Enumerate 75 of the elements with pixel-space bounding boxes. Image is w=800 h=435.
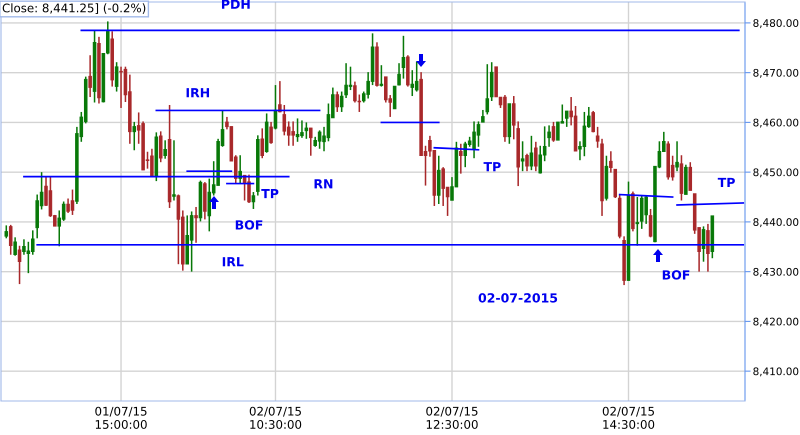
annotation: Close: 8,441.25] (-0.2%) xyxy=(2,3,146,14)
candlestick xyxy=(481,109,485,124)
candlestick xyxy=(706,223,710,272)
candlestick xyxy=(520,140,524,172)
y-tick-label: 8,420.00 xyxy=(753,318,798,327)
candlestick xyxy=(269,121,273,145)
y-tick-label: 8,410.00 xyxy=(753,367,798,376)
candlestick xyxy=(640,194,644,230)
candlestick xyxy=(675,140,679,172)
candlestick xyxy=(13,236,17,256)
annotation: 02-07-2015 xyxy=(478,293,558,303)
candlestick xyxy=(291,120,295,147)
series-label: IRH xyxy=(186,88,210,98)
candlestick xyxy=(208,178,212,232)
candlestick xyxy=(172,140,176,202)
candlestick xyxy=(459,143,463,174)
candlestick xyxy=(538,145,542,174)
series-label: PDH xyxy=(222,0,250,9)
candlestick xyxy=(282,104,286,136)
candlestick xyxy=(512,95,516,140)
candlestick xyxy=(335,90,340,113)
candlestick xyxy=(309,127,313,156)
y-tick-label: 8,430.00 xyxy=(753,268,798,277)
candlestick xyxy=(8,224,12,256)
candlestick xyxy=(644,194,648,225)
candlestick xyxy=(486,63,490,116)
candlestick xyxy=(380,64,384,88)
annotation: BOF xyxy=(236,220,262,230)
candlestick xyxy=(340,90,344,113)
candlestick xyxy=(247,174,251,204)
candlestick xyxy=(702,226,706,262)
candlestick xyxy=(274,84,278,130)
candlestick xyxy=(176,194,180,265)
candlestick xyxy=(163,140,167,160)
candlestick xyxy=(18,245,22,285)
x-tick-label: 02/07/15 14:30:00 xyxy=(602,406,654,429)
candlestick xyxy=(392,85,396,110)
candlestick xyxy=(4,224,8,240)
x-tick-label: 02/07/15 10:30:00 xyxy=(250,406,302,429)
candlestick xyxy=(648,208,652,238)
candlestick xyxy=(636,196,640,247)
candlestick xyxy=(688,161,692,192)
series-label: IRL xyxy=(222,257,244,266)
candlestick xyxy=(564,110,569,128)
candlestick xyxy=(410,69,414,97)
candlestick xyxy=(194,206,198,244)
y-tick-label: 8,460.00 xyxy=(753,118,798,128)
candlestick xyxy=(556,121,560,142)
candlestick xyxy=(252,191,256,210)
candlestick xyxy=(525,152,529,172)
series-label: TP xyxy=(718,178,735,187)
candlestick xyxy=(530,135,534,171)
x-tick-label: 02/07/15 12:30:00 xyxy=(426,406,478,429)
candlestick xyxy=(552,121,556,143)
candlestick xyxy=(88,54,92,98)
candlestick xyxy=(414,60,418,92)
y-tick-label: 8,470.00 xyxy=(753,68,798,78)
candlestick xyxy=(591,110,595,134)
y-tick-label: 8,440.00 xyxy=(753,218,798,228)
y-tick-label: 8,450.00 xyxy=(753,168,798,178)
series-label: TP xyxy=(484,162,501,172)
series-label: TP xyxy=(261,189,278,198)
y-tick-label: 8,480.00 xyxy=(753,19,798,28)
candlestick xyxy=(158,130,163,163)
candlestick xyxy=(534,141,538,172)
x-tick-label: 01/07/15 15:00:00 xyxy=(95,406,147,429)
candlestick xyxy=(114,61,118,92)
candlestick xyxy=(132,121,136,152)
candlestick xyxy=(353,80,357,104)
candlestick xyxy=(384,76,388,104)
candlestick xyxy=(260,128,264,159)
candlestick xyxy=(30,230,35,256)
candlestick xyxy=(609,150,613,174)
text: RN xyxy=(314,179,332,188)
annotation: BOF xyxy=(662,270,690,280)
